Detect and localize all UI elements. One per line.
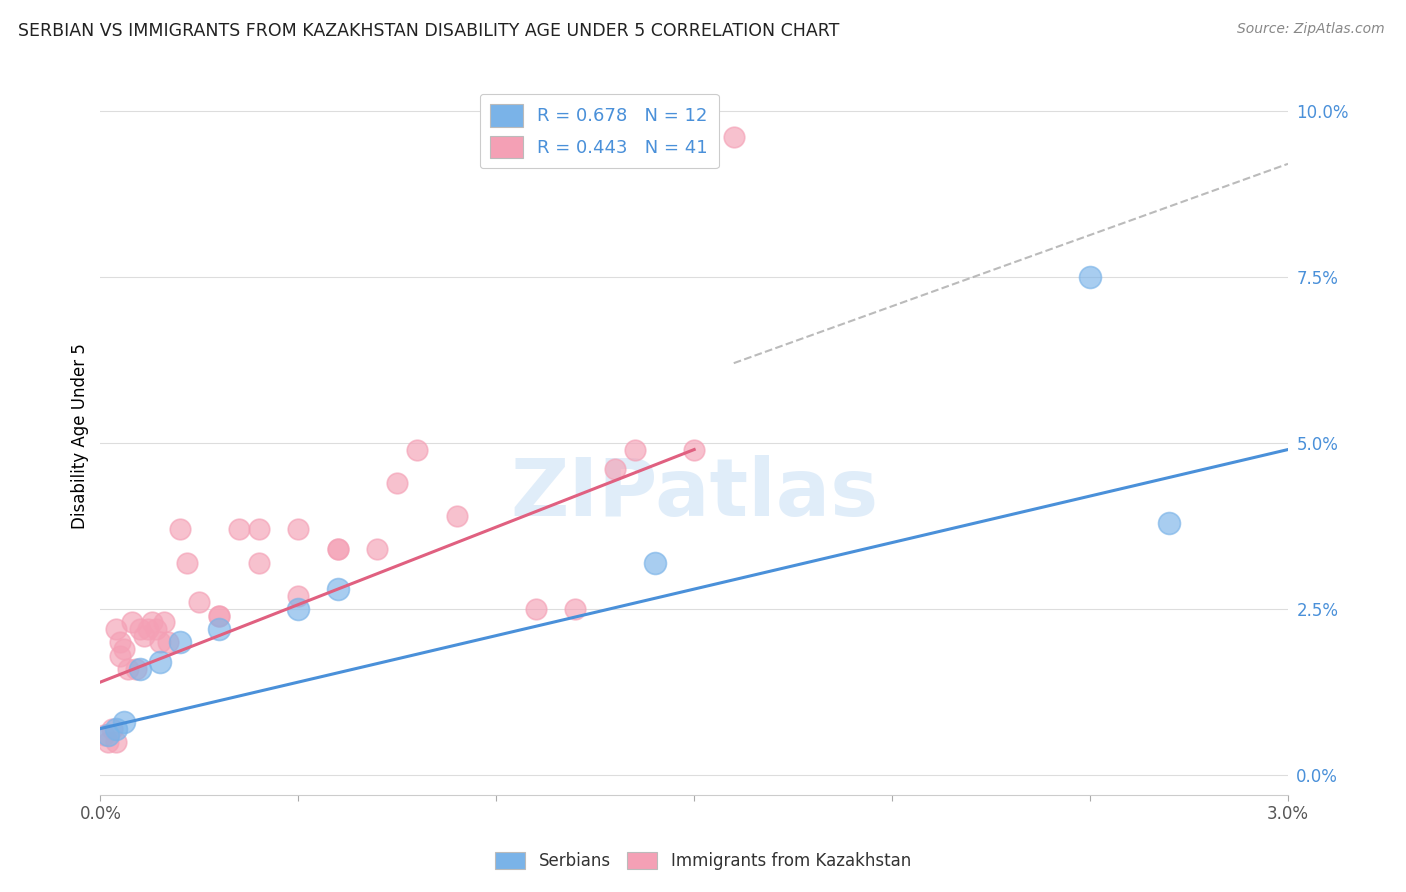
Point	[446, 508, 468, 523]
Point	[108, 635, 131, 649]
Point	[406, 442, 429, 457]
Point	[326, 582, 349, 596]
Point	[132, 629, 155, 643]
Point	[1159, 516, 1181, 530]
Y-axis label: Disability Age Under 5: Disability Age Under 5	[72, 343, 89, 529]
Point	[287, 589, 309, 603]
Point	[97, 735, 120, 749]
Point	[101, 722, 124, 736]
Point	[564, 602, 586, 616]
Point	[208, 622, 231, 636]
Point	[603, 462, 626, 476]
Point	[149, 635, 172, 649]
Text: Source: ZipAtlas.com: Source: ZipAtlas.com	[1237, 22, 1385, 37]
Point	[108, 648, 131, 663]
Point	[121, 615, 143, 630]
Text: ZIPatlas: ZIPatlas	[510, 455, 879, 533]
Point	[723, 130, 745, 145]
Point	[287, 522, 309, 536]
Point	[152, 615, 174, 630]
Point	[149, 655, 172, 669]
Point	[247, 522, 270, 536]
Point	[129, 622, 152, 636]
Point	[208, 608, 231, 623]
Point	[176, 556, 198, 570]
Point	[228, 522, 250, 536]
Point	[644, 556, 666, 570]
Point	[156, 635, 179, 649]
Point	[623, 442, 645, 457]
Point	[169, 522, 191, 536]
Point	[112, 641, 135, 656]
Legend: Serbians, Immigrants from Kazakhstan: Serbians, Immigrants from Kazakhstan	[488, 845, 918, 877]
Point	[145, 622, 167, 636]
Point	[683, 442, 706, 457]
Point	[93, 728, 115, 742]
Point	[117, 662, 139, 676]
Point	[287, 602, 309, 616]
Point	[105, 622, 128, 636]
Point	[208, 608, 231, 623]
Text: SERBIAN VS IMMIGRANTS FROM KAZAKHSTAN DISABILITY AGE UNDER 5 CORRELATION CHART: SERBIAN VS IMMIGRANTS FROM KAZAKHSTAN DI…	[18, 22, 839, 40]
Point	[105, 735, 128, 749]
Point	[366, 542, 388, 557]
Point	[129, 662, 152, 676]
Point	[105, 722, 128, 736]
Point	[112, 714, 135, 729]
Point	[326, 542, 349, 557]
Point	[247, 556, 270, 570]
Point	[1078, 269, 1101, 284]
Point	[141, 615, 163, 630]
Point	[169, 635, 191, 649]
Point	[188, 595, 211, 609]
Point	[524, 602, 547, 616]
Point	[326, 542, 349, 557]
Point	[387, 475, 409, 490]
Legend: R = 0.678   N = 12, R = 0.443   N = 41: R = 0.678 N = 12, R = 0.443 N = 41	[479, 94, 718, 169]
Point	[97, 728, 120, 742]
Point	[125, 662, 148, 676]
Point	[136, 622, 159, 636]
